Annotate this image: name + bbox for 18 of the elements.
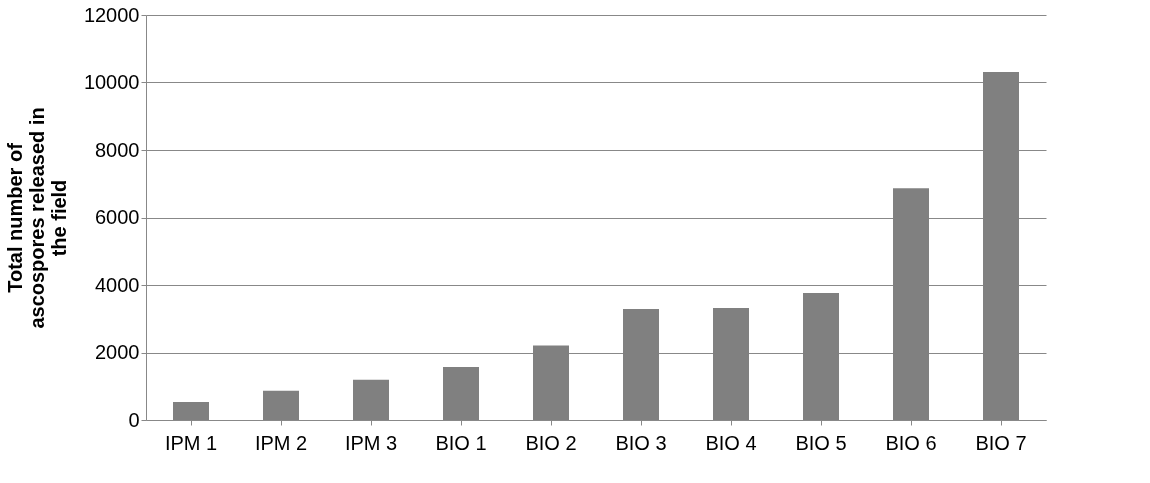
- x-tick-label: BIO 6: [885, 431, 937, 454]
- x-tick-label: BIO 3: [615, 431, 667, 454]
- y-axis-title: Total number of ascospores released in the field: [3, 107, 70, 329]
- x-tick-label: BIO 4: [705, 431, 757, 454]
- x-tick-label: BIO 5: [795, 431, 847, 454]
- x-tick-label: IPM 2: [254, 431, 308, 454]
- x-tick-label: BIO 2: [525, 431, 577, 454]
- x-tick-label: BIO 7: [975, 431, 1027, 454]
- y-tick-label: 10000: [83, 71, 140, 93]
- x-tick-label: BIO 1: [435, 431, 487, 454]
- y-tick-label: 2000: [95, 341, 140, 363]
- y-tick-label: 0: [128, 408, 140, 431]
- y-tick-label: 6000: [95, 206, 140, 228]
- x-tick-label: IPM 3: [344, 431, 398, 454]
- y-tick-label: 12000: [83, 3, 140, 26]
- x-tick-label: IPM 1: [164, 431, 218, 454]
- y-tick-label: 8000: [95, 138, 140, 161]
- y-tick-label: 4000: [95, 273, 140, 296]
